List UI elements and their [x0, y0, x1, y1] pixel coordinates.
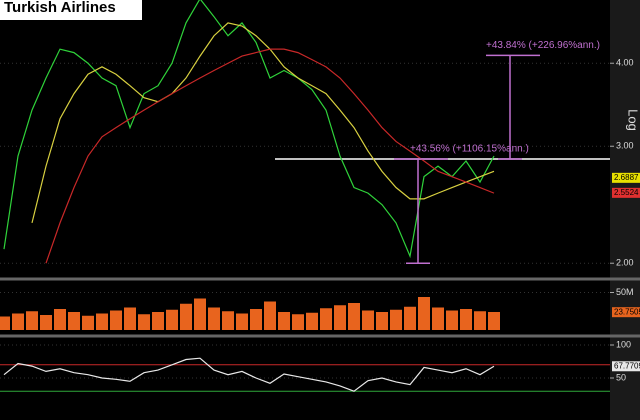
bar [334, 305, 346, 330]
bar [362, 310, 374, 330]
bar [278, 312, 290, 330]
bar [96, 313, 108, 330]
bar [82, 315, 94, 330]
y-tick-label: 50 [616, 372, 626, 382]
y-tick-label: 2.00 [616, 258, 634, 268]
bar [446, 310, 458, 330]
bar [138, 314, 150, 330]
bar [54, 309, 66, 330]
bar [292, 314, 304, 330]
bar [306, 312, 318, 330]
bar [432, 307, 444, 330]
annotation: +43.56% (+1106.15%ann.) [410, 144, 529, 155]
bar [460, 309, 472, 330]
line-series [3, 357, 495, 392]
bar [124, 307, 136, 330]
y-tick-label: 4.00 [616, 58, 634, 68]
y-tick-label: 100 [616, 339, 631, 349]
bar [208, 307, 220, 330]
bar [236, 313, 248, 330]
axis-panel [610, 0, 640, 420]
chart-title: Turkish Airlines [4, 0, 116, 16]
price-tag-label: 67.7709 [614, 361, 640, 370]
annotation: +43.84% (+226.96%ann.) [486, 40, 600, 51]
bar [222, 311, 234, 330]
bar [418, 297, 430, 330]
bar [166, 309, 178, 330]
axis-label: Log [626, 109, 640, 131]
bar [250, 309, 262, 330]
bar [390, 309, 402, 330]
y-tick-label: 3.00 [616, 141, 634, 151]
bar [26, 311, 38, 330]
bar [404, 306, 416, 330]
price-tag [612, 172, 640, 183]
bar [264, 301, 276, 330]
bar [12, 313, 24, 330]
bar [348, 303, 360, 330]
title-box [0, 0, 142, 20]
bar [320, 308, 332, 330]
price-tag [612, 361, 640, 372]
bar [376, 312, 388, 330]
price-tag [612, 307, 640, 318]
bar [0, 316, 10, 330]
bar [40, 315, 52, 330]
bar [488, 312, 500, 330]
bar [110, 310, 122, 330]
bar [474, 311, 486, 330]
line-series [3, 0, 495, 259]
y-tick-label: 50M [616, 287, 634, 297]
line-series [45, 48, 495, 264]
bar [180, 303, 192, 330]
price-tag [612, 187, 640, 198]
price-tag-label: 2.6887 [614, 173, 639, 182]
price-tag-label: 2.5524 [614, 188, 639, 197]
bar [68, 312, 80, 330]
line-series [31, 22, 495, 224]
bar [194, 298, 206, 330]
bar [152, 312, 164, 330]
